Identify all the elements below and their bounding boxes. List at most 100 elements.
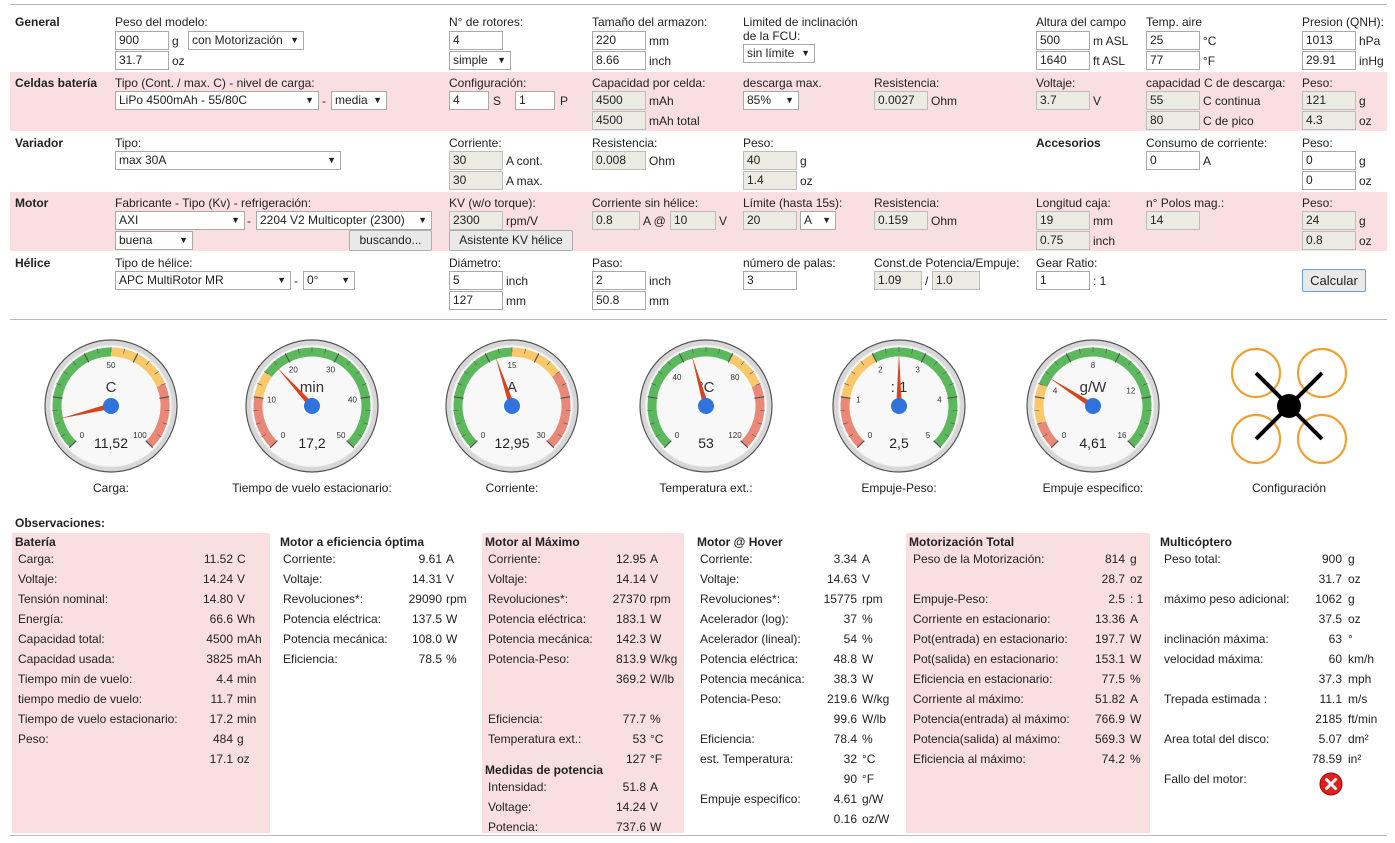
model-weight-oz-input[interactable]: 31.7 <box>115 51 169 70</box>
rotors-input[interactable]: 4 <box>449 31 503 50</box>
g-unit: g <box>172 34 179 48</box>
quadcopter-config-icon[interactable] <box>1229 346 1349 466</box>
gauge-tick <box>1045 371 1050 375</box>
temp-f-input[interactable]: 77 <box>1146 51 1200 70</box>
pressure-inhg-input[interactable]: 29.91 <box>1302 51 1356 70</box>
esc-current-max: 30 <box>449 171 503 190</box>
gauge-hub <box>304 398 320 414</box>
diameter-inch-input[interactable]: 5 <box>449 271 503 290</box>
pressure-hpa-input[interactable]: 1013 <box>1302 31 1356 50</box>
motor-maker-select[interactable]: AXI ▼ <box>115 211 245 230</box>
a-unit: A <box>1203 154 1212 168</box>
gauge-tick <box>533 353 540 363</box>
v-unit: V <box>1093 94 1102 108</box>
obs-row-unit: oz <box>1348 612 1361 626</box>
pitch-inch-input[interactable]: 2 <box>592 271 646 290</box>
gauge-zone-green <box>872 347 958 448</box>
gauge-tick <box>284 353 291 363</box>
model-weight-g-input[interactable]: 900 <box>115 31 169 50</box>
accessory-weight-oz-input[interactable]: 0 <box>1302 171 1356 190</box>
calculate-button[interactable]: Calcular <box>1302 269 1366 292</box>
gauge-tick <box>453 396 464 399</box>
limit-unit-select[interactable]: A ▼ <box>800 211 836 230</box>
cells-series-input[interactable]: 4 <box>449 91 489 110</box>
gauge-hub <box>103 398 119 414</box>
obs-row-value: 14.63 <box>826 572 857 586</box>
rpm-v-unit: rpm/V <box>506 214 539 228</box>
pitch-mm-input[interactable]: 50.8 <box>592 291 646 310</box>
gauge-needle <box>276 366 317 411</box>
gauge-tick <box>461 433 467 438</box>
prop-type-label: Tipo de hélice: <box>115 256 193 270</box>
prop-type-select[interactable]: APC MultiRotor MR ▼ <box>115 271 291 290</box>
gauge-hub <box>698 398 714 414</box>
gauge-tick <box>333 353 340 363</box>
obs-multi-heading: Multicóptero <box>1160 535 1232 549</box>
obs-row-label: Tiempo de vuelo estacionario: <box>18 712 178 726</box>
obs-row-unit: mph <box>1348 672 1372 686</box>
gauge-unit: min <box>300 379 324 396</box>
gauge-tick <box>156 433 162 438</box>
gauge-zone-yellow <box>254 371 273 399</box>
esc-type-label: Tipo: <box>115 136 142 150</box>
gauge-needle <box>495 355 517 411</box>
obs-row-unit: mAh <box>237 632 262 646</box>
temp-c-input[interactable]: 25 <box>1146 31 1200 50</box>
battery-resistance-value: 0.0027 <box>874 91 928 110</box>
accessory-current-input[interactable]: 0 <box>1146 151 1200 170</box>
obs-row-label: Potencia eléctrica: <box>283 612 382 626</box>
obs-row-unit: W <box>1130 632 1142 646</box>
frame-inch-input[interactable]: 8.66 <box>592 51 646 70</box>
kv-assistant-button[interactable]: Asistente KV hélice <box>449 230 573 251</box>
gauge-tick <box>911 348 914 354</box>
accessory-weight-g-input[interactable]: 0 <box>1302 151 1356 170</box>
altitude-ft-input[interactable]: 1640 <box>1036 51 1090 70</box>
gauge-5: 0 4 8 12 16 g/W 4,61 <box>1026 339 1160 473</box>
gauge-tick <box>159 396 170 399</box>
obs-row-unit: A <box>1130 692 1139 706</box>
blades-input[interactable]: 3 <box>743 271 797 290</box>
mm-unit: mm <box>1093 214 1113 228</box>
gauge-tick <box>749 371 754 375</box>
cooling-select[interactable]: buena ▼ <box>115 231 193 250</box>
obs-row-value: 2185 <box>1315 712 1342 726</box>
motor-weight-oz: 0.8 <box>1302 231 1356 250</box>
g-unit: g <box>800 154 807 168</box>
motorization-select[interactable]: con Motorización ▼ <box>188 31 304 50</box>
motor-resistance-label: Resistencia: <box>874 196 940 210</box>
obs-row-label: Capacidad total: <box>18 632 105 646</box>
obs-row-label: Potencia-Peso: <box>700 692 782 706</box>
oz-unit: oz <box>1359 114 1372 128</box>
cells-parallel-input[interactable]: 1 <box>515 91 555 110</box>
gauge-tick <box>464 371 469 375</box>
gauge-value: 17,2 <box>298 435 325 451</box>
gauge-tick <box>942 371 947 375</box>
diameter-mm-input[interactable]: 127 <box>449 291 503 310</box>
gauge-needle <box>691 354 710 411</box>
battery-type-select[interactable]: LiPo 4500mAh - 55/80C ▼ <box>115 91 319 110</box>
battery-weight-g: 121 <box>1302 91 1356 110</box>
gauge-tick-label: 16 <box>1118 431 1127 440</box>
search-motor-button[interactable]: buscando... <box>349 230 432 251</box>
charge-level-value: media <box>335 93 368 107</box>
esc-type-select[interactable]: max 30A ▼ <box>115 151 341 170</box>
rotor-mode-select[interactable]: simple ▼ <box>449 51 511 70</box>
gauge-tick-label: 0 <box>80 431 85 440</box>
altitude-m-input[interactable]: 500 <box>1036 31 1090 50</box>
gauge-tick <box>355 371 360 375</box>
obs-row-label: Empuje-Peso: <box>913 592 989 606</box>
max-discharge-select[interactable]: 85% ▼ <box>743 91 799 110</box>
prop-angle-select[interactable]: 0° ▼ <box>303 271 355 290</box>
obs-row-label: Eficiencia al máximo: <box>913 752 1026 766</box>
obs-total-panel <box>906 533 1150 833</box>
obs-max-panel <box>482 533 684 833</box>
tilt-limit-select[interactable]: sin límite ▼ <box>743 44 815 63</box>
obs-row-label: Intensidad: <box>488 780 547 794</box>
frame-mm-input[interactable]: 220 <box>592 31 646 50</box>
charge-level-select[interactable]: media ▼ <box>331 91 387 110</box>
motor-type-select[interactable]: 2204 V2 Multicopter (2300) ▼ <box>256 211 432 230</box>
gauge-zone-red <box>546 371 571 448</box>
obs-row-value: 51.8 <box>622 780 646 794</box>
gear-ratio-input[interactable]: 1 <box>1036 271 1090 290</box>
gauge-tick <box>52 396 63 399</box>
